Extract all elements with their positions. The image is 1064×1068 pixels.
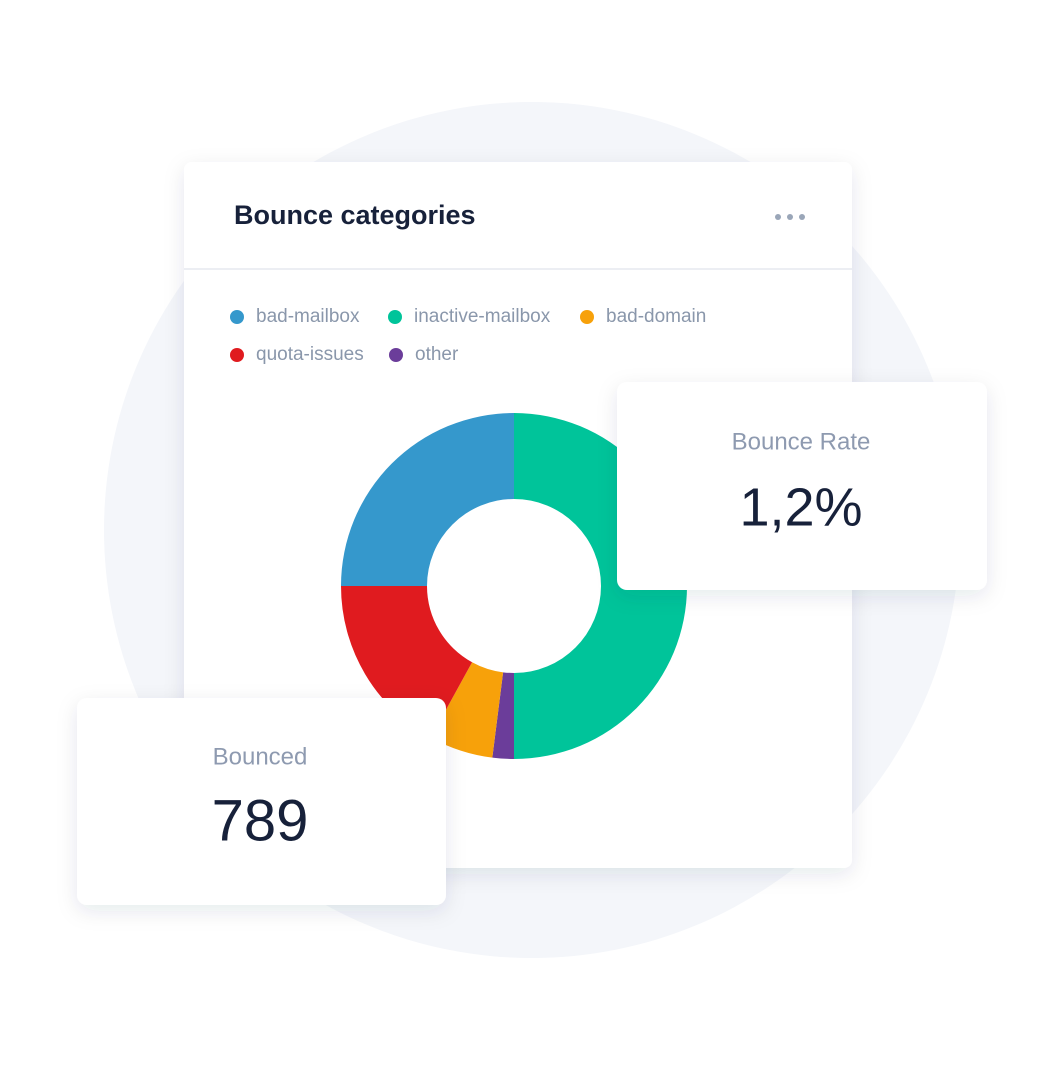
stat-label: Bounce Rate [732,428,871,455]
card-bg [617,382,987,590]
legend-label: bad-mailbox [256,306,360,327]
legend-label: inactive-mailbox [414,306,551,327]
more-menu[interactable] [775,214,805,220]
legend-marker [230,310,244,324]
chart-title: Bounce categories [234,200,476,230]
donut-segment [430,662,504,758]
card-bg [77,698,446,905]
stat-card: Bounced 789 [77,698,446,905]
legend-marker [389,348,403,362]
stat-card: Bounce Rate 1,2% [617,382,987,590]
card-bg [184,162,852,868]
legend-label: other [415,344,459,365]
stat-value: 789 [212,788,309,853]
stat-label: Bounced [213,743,308,770]
legend-marker [580,310,594,324]
donut-segment [492,672,514,759]
legend-label: bad-domain [606,306,706,327]
donut-segment [341,413,514,586]
legend: bad-mailbox inactive-mailbox bad-domain quo… [230,306,706,365]
legend-label: quota-issues [256,344,364,365]
legend-marker [230,348,244,362]
stat-value: 1,2% [739,477,862,537]
legend-marker [388,310,402,324]
